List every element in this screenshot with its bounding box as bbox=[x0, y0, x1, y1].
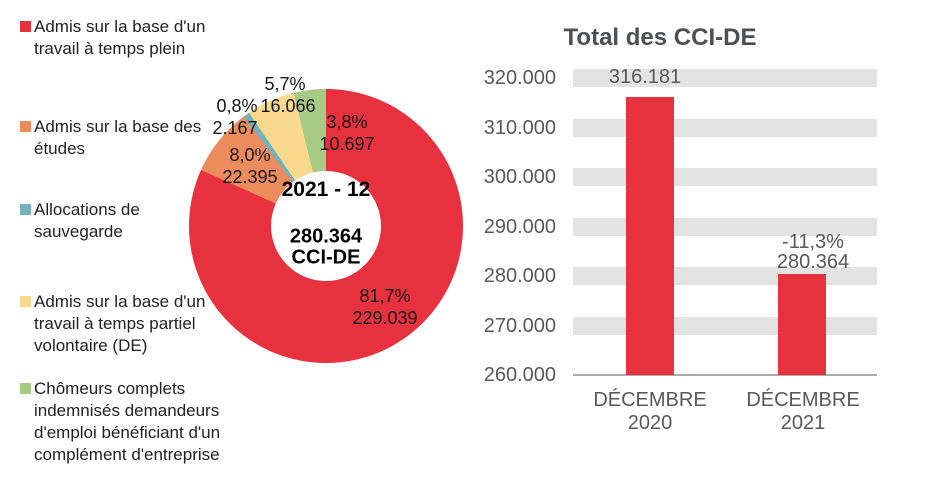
slice-label-green: 3,8% 10.697 bbox=[319, 111, 374, 155]
donut-center-total: 280.364 bbox=[289, 225, 363, 248]
legend-swatch-yellow bbox=[20, 296, 31, 307]
slice-label-orange-pct: 8,0% bbox=[229, 145, 271, 165]
x-category-label-2021: DÉCEMBRE 2021 bbox=[746, 389, 860, 434]
bar-delta-label: -11,3% bbox=[782, 231, 844, 253]
bar-chart-title: Total des CCI-DE bbox=[563, 24, 757, 51]
legend-swatch-red bbox=[20, 21, 31, 32]
donut-center-period: 2021 - 12 bbox=[281, 178, 371, 201]
y-tick-label: 280.000 bbox=[483, 265, 556, 287]
y-tick-label: 310.000 bbox=[483, 116, 556, 139]
slice-label-orange-value: 22.395 bbox=[222, 167, 278, 187]
legend-label: Admis sur la base des études bbox=[34, 117, 202, 158]
legend-item-allocations: Allocations de sauvegarde bbox=[20, 199, 140, 243]
slice-label-orange: 8,0% 22.395 bbox=[222, 144, 277, 188]
legend-item-temps-partiel: Admis sur la base d'un travail à temps p… bbox=[20, 291, 205, 357]
slice-label-yellow-value: 16.066 bbox=[260, 96, 316, 116]
slice-label-green-pct: 3,8% bbox=[326, 112, 368, 132]
legend-label: Admis sur la base d'un travail à temps p… bbox=[34, 17, 206, 58]
donut-hole bbox=[271, 171, 381, 281]
bar-value-2021: 280.364 bbox=[776, 251, 850, 273]
legend-item-temps-plein: Admis sur la base d'un travail à temps p… bbox=[20, 16, 205, 60]
gridline-band bbox=[573, 316, 877, 335]
bar-value-label-2020: 316.181 bbox=[608, 66, 682, 88]
slice-label-green-value: 10.697 bbox=[319, 134, 375, 154]
gridline-band bbox=[573, 69, 877, 87]
x-axis-line bbox=[573, 374, 877, 376]
y-tick-label: 260.000 bbox=[483, 364, 556, 386]
bar-decembre-2020 bbox=[626, 96, 674, 375]
legend-label: Chômeurs complets indemnisés demandeurs … bbox=[34, 379, 221, 464]
x-category-label-2020: DÉCEMBRE 2020 bbox=[593, 389, 707, 434]
y-tick-label: 290.000 bbox=[483, 215, 556, 238]
legend-label: Allocations de sauvegarde bbox=[34, 200, 140, 241]
slice-label-teal-value: 2.167 bbox=[212, 118, 258, 138]
y-tick-label: 320.000 bbox=[483, 67, 556, 89]
legend-label: Admis sur la base d'un travail à temps p… bbox=[34, 292, 206, 355]
y-tick-label: 270.000 bbox=[483, 314, 556, 337]
legend-swatch-teal bbox=[20, 204, 31, 215]
slice-label-red-value: 229.039 bbox=[352, 308, 418, 328]
bar-value-label-2021: -11,3% 280.364 bbox=[777, 232, 849, 272]
slice-label-red: 81,7% 229.039 bbox=[352, 285, 417, 329]
gridline-band bbox=[573, 168, 877, 186]
gridline-band bbox=[573, 118, 877, 137]
slice-label-teal-pct: 0,8% bbox=[216, 96, 258, 116]
y-tick-label: 300.000 bbox=[483, 166, 556, 188]
legend-item-chomeurs: Chômeurs complets indemnisés demandeurs … bbox=[20, 378, 220, 466]
slice-label-red-pct: 81,7% bbox=[359, 286, 411, 306]
legend-swatch-orange bbox=[20, 121, 31, 132]
legend-swatch-green bbox=[20, 383, 31, 394]
bar-decembre-2021 bbox=[778, 274, 826, 375]
slice-label-yellow-pct: 5,7% bbox=[264, 74, 306, 94]
donut-center-unit: CCI-DE bbox=[291, 246, 361, 269]
legend-item-etudes: Admis sur la base des études bbox=[20, 116, 201, 160]
